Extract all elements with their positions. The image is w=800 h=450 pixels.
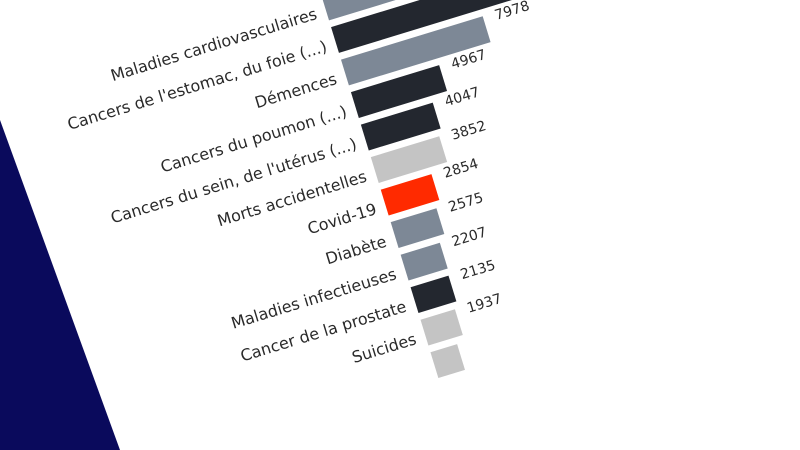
bar — [360, 102, 441, 151]
bar — [331, 0, 521, 53]
bar — [340, 16, 491, 86]
bar — [380, 174, 440, 216]
bar — [370, 136, 448, 183]
bar — [400, 242, 448, 281]
bar — [390, 208, 445, 248]
bar — [430, 344, 465, 379]
bar — [410, 275, 457, 314]
bar — [420, 309, 463, 346]
bar — [350, 65, 448, 118]
